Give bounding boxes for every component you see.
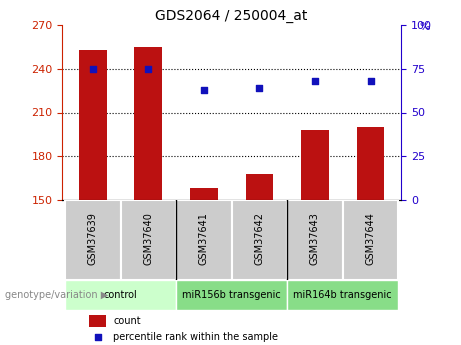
Point (89, 66, 96, 71)
Text: miR164b transgenic: miR164b transgenic (294, 290, 392, 300)
Title: GDS2064 / 250004_at: GDS2064 / 250004_at (155, 9, 308, 22)
Bar (135, 47, 162, 200)
Bar (343, 200, 398, 280)
Bar (65, 200, 121, 280)
Text: GSM37643: GSM37643 (310, 212, 320, 265)
Bar (89, 315, 106, 327)
Bar (232, 200, 287, 280)
Bar (65, 280, 176, 310)
Bar (301, 130, 329, 200)
Text: miR156b transgenic: miR156b transgenic (182, 290, 281, 300)
Bar (176, 280, 287, 310)
Text: GSM37639: GSM37639 (88, 212, 98, 265)
Text: count: count (113, 315, 141, 325)
Point (94, 335, 101, 340)
Bar (79, 50, 106, 200)
Y-axis label: %: % (420, 21, 430, 31)
Bar (287, 280, 398, 310)
Point (256, 85, 263, 91)
Bar (176, 200, 231, 280)
Point (311, 78, 319, 84)
Point (145, 66, 152, 71)
Bar (287, 200, 343, 280)
Text: GSM37640: GSM37640 (143, 212, 154, 265)
Point (200, 87, 207, 92)
Text: genotype/variation ▶: genotype/variation ▶ (5, 290, 108, 300)
Text: control: control (104, 290, 137, 300)
Bar (121, 200, 176, 280)
Text: GSM37642: GSM37642 (254, 212, 265, 265)
Point (367, 78, 374, 84)
Text: percentile rank within the sample: percentile rank within the sample (113, 332, 278, 342)
Bar (190, 188, 218, 200)
Bar (246, 174, 273, 200)
Text: GSM37644: GSM37644 (366, 212, 376, 265)
Text: GSM37641: GSM37641 (199, 212, 209, 265)
Bar (357, 127, 384, 200)
